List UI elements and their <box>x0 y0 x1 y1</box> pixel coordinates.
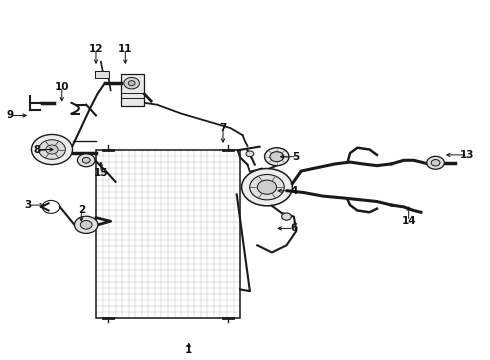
Circle shape <box>39 140 65 159</box>
Bar <box>95 71 109 78</box>
Circle shape <box>80 221 92 229</box>
Circle shape <box>124 77 140 89</box>
Circle shape <box>431 159 440 166</box>
Text: 8: 8 <box>34 144 41 154</box>
Circle shape <box>265 148 289 166</box>
Circle shape <box>250 175 284 200</box>
Text: 11: 11 <box>118 44 132 54</box>
Text: 7: 7 <box>220 123 227 133</box>
Bar <box>121 74 145 107</box>
Circle shape <box>282 213 292 220</box>
Text: 6: 6 <box>290 224 297 233</box>
Circle shape <box>74 216 98 233</box>
Text: 13: 13 <box>460 150 475 160</box>
Text: 1: 1 <box>185 345 193 355</box>
Circle shape <box>128 81 135 86</box>
Text: 9: 9 <box>7 111 14 121</box>
Circle shape <box>242 168 293 206</box>
Text: 5: 5 <box>293 152 300 162</box>
Circle shape <box>82 157 90 163</box>
Text: 15: 15 <box>94 168 108 178</box>
Text: 14: 14 <box>401 216 416 226</box>
Circle shape <box>427 156 444 169</box>
Bar <box>96 149 240 318</box>
Text: 10: 10 <box>54 82 69 92</box>
Circle shape <box>246 151 254 157</box>
Text: 12: 12 <box>89 44 103 54</box>
Circle shape <box>257 180 277 194</box>
Text: 3: 3 <box>24 200 31 210</box>
Circle shape <box>46 145 58 154</box>
Circle shape <box>31 134 73 165</box>
Text: 2: 2 <box>78 206 85 216</box>
Circle shape <box>77 154 95 167</box>
Circle shape <box>270 152 284 162</box>
Text: 4: 4 <box>290 186 297 196</box>
